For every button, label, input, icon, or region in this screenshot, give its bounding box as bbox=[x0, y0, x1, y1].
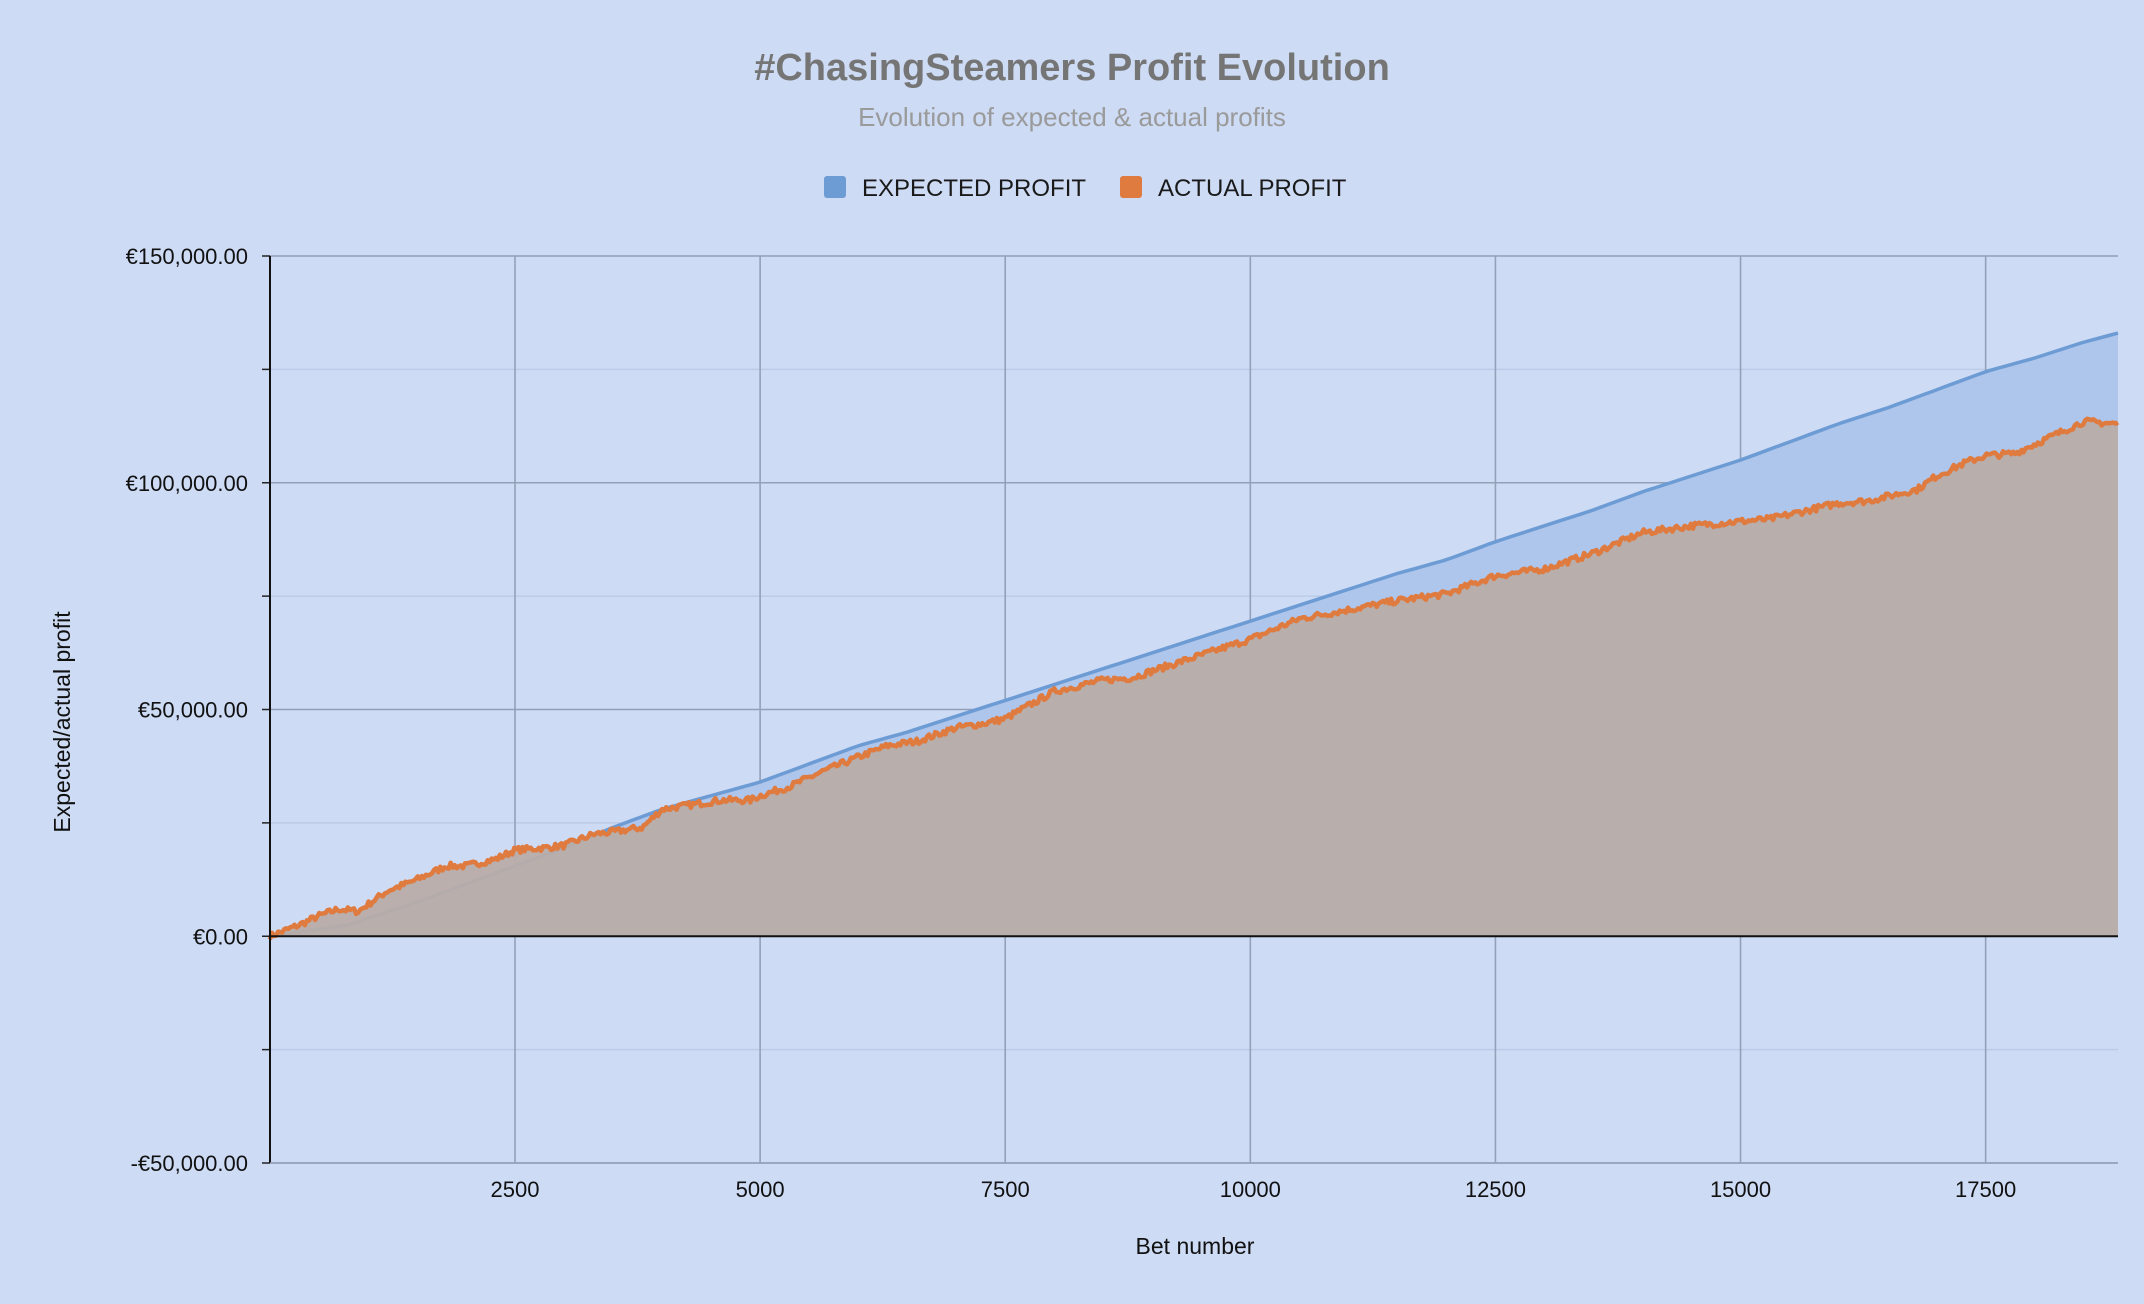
plot-areas bbox=[267, 331, 2120, 941]
x-tick-label: 15000 bbox=[1710, 1177, 1771, 1202]
x-tick-label: 2500 bbox=[491, 1177, 540, 1202]
y-tick-label: €0.00 bbox=[193, 924, 248, 949]
x-tick-label: 5000 bbox=[736, 1177, 785, 1202]
y-axis-title: Expected/actual profit bbox=[49, 611, 75, 833]
x-tick-label: 17500 bbox=[1955, 1177, 2016, 1202]
y-tick-label: €150,000.00 bbox=[126, 244, 248, 269]
y-tick-label: -€50,000.00 bbox=[131, 1151, 248, 1176]
legend-label-expected-profit: EXPECTED PROFIT bbox=[862, 175, 1086, 202]
legend-swatch-expected-profit bbox=[824, 176, 846, 198]
y-tick-label: €100,000.00 bbox=[126, 471, 248, 496]
legend-swatch-actual-profit bbox=[1120, 176, 1142, 198]
x-tick-label: 12500 bbox=[1465, 1177, 1526, 1202]
legend-label-actual-profit: ACTUAL PROFIT bbox=[1158, 175, 1347, 202]
x-tick-label: 10000 bbox=[1220, 1177, 1281, 1202]
chart-subtitle: Evolution of expected & actual profits bbox=[858, 102, 1286, 132]
x-tick-label: 7500 bbox=[981, 1177, 1030, 1202]
y-tick-label: €50,000.00 bbox=[138, 698, 248, 723]
series-line-actual-profit bbox=[267, 416, 2120, 941]
area-fill-actual-profit bbox=[269, 418, 2118, 940]
axes bbox=[262, 255, 2118, 1164]
x-axis-title: Bet number bbox=[1136, 1233, 1255, 1259]
legend: EXPECTED PROFIT ACTUAL PROFIT bbox=[824, 175, 1347, 202]
x-axis-tick-labels: 2500 5000 7500 10000 12500 15000 17500 bbox=[491, 1177, 2017, 1202]
y-axis-tick-labels: -€50,000.00 €0.00 €50,000.00 €100,000.00 €15… bbox=[126, 244, 248, 1176]
chart-title: #ChasingSteamers Profit Evolution bbox=[754, 47, 1390, 89]
